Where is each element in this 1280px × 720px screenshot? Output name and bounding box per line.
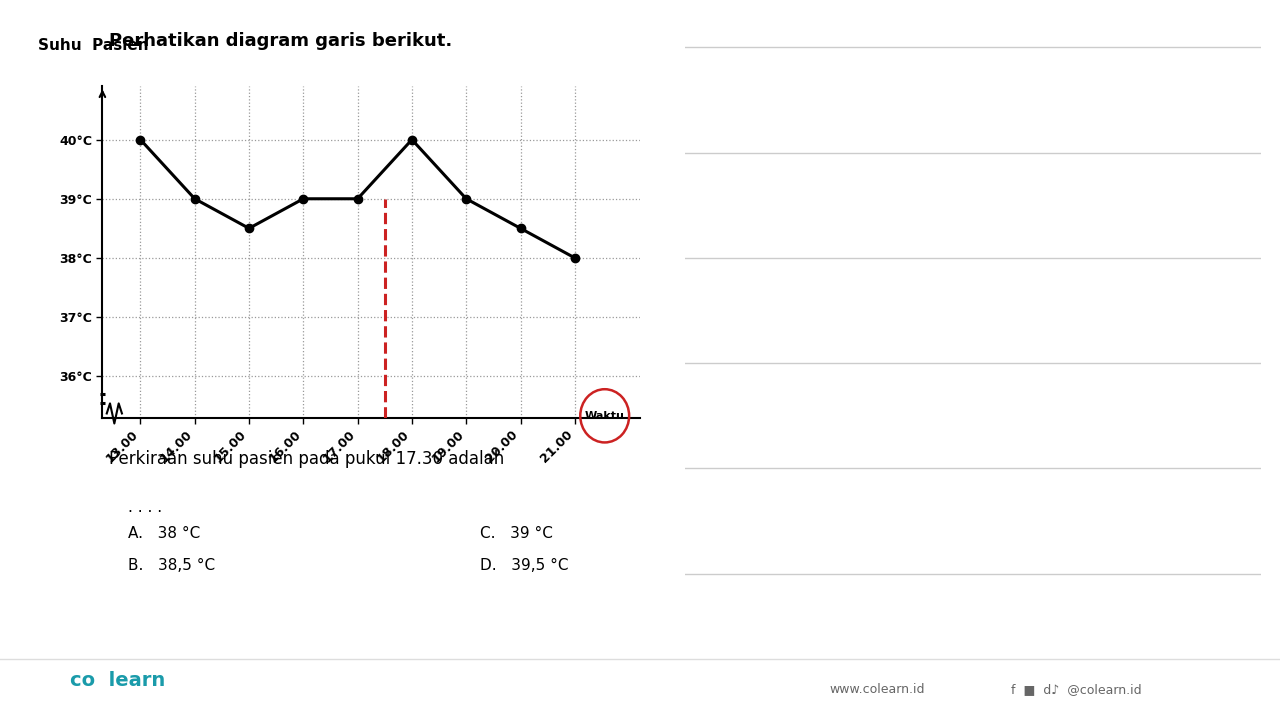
Text: C.   39 °C: C. 39 °C (480, 526, 553, 541)
Text: A.   38 °C: A. 38 °C (128, 526, 200, 541)
Text: Perhatikan diagram garis berikut.: Perhatikan diagram garis berikut. (109, 32, 452, 50)
Text: www.colearn.id: www.colearn.id (829, 683, 925, 696)
Text: . . . .: . . . . (128, 500, 163, 516)
Text: co  learn: co learn (70, 671, 165, 690)
Text: D.   39,5 °C: D. 39,5 °C (480, 558, 568, 573)
Text: Suhu  Pasien: Suhu Pasien (38, 38, 148, 53)
Text: f  ■  d♪  @colearn.id: f ■ d♪ @colearn.id (1011, 683, 1142, 696)
Text: B.   38,5 °C: B. 38,5 °C (128, 558, 215, 573)
Text: Waktu: Waktu (585, 411, 625, 420)
Text: Perkiraan suhu pasien pada pukul 17.30 adalah: Perkiraan suhu pasien pada pukul 17.30 a… (109, 450, 504, 468)
